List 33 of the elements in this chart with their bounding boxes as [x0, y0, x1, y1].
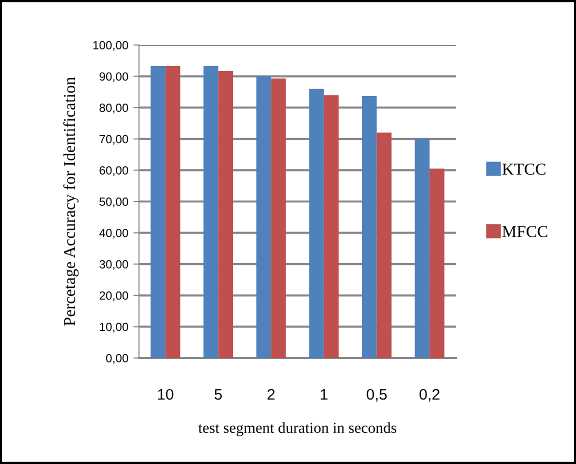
y-tick-label: 50,00 [100, 198, 128, 208]
y-tick-label: 40,00 [99, 228, 128, 239]
y-tick-label: 0,00 [106, 354, 128, 364]
y-tick-label: 100,00 [93, 41, 128, 51]
x-axis-title: test segment duration in seconds [198, 422, 396, 436]
y-tick-label: 20,00 [100, 291, 128, 302]
bar [218, 70, 234, 358]
legend-label: MFCC [502, 226, 548, 238]
y-tick-label: 90,00 [100, 72, 128, 82]
legend-label: KTCC [502, 164, 546, 175]
y-axis-title: Percetage Accuracy for Identification [63, 77, 79, 326]
bar [362, 96, 377, 358]
bar [376, 132, 392, 358]
y-tick-label: 70,00 [100, 134, 128, 145]
x-tick-label: 2 [268, 388, 275, 400]
x-tick-label: 0,5 [366, 388, 387, 402]
bar [430, 168, 444, 358]
bar [150, 66, 166, 358]
bar [324, 95, 339, 358]
x-tick-label: 1 [320, 389, 328, 400]
bar [414, 138, 430, 358]
y-tick-label: 60,00 [100, 166, 128, 176]
bar [309, 88, 324, 358]
bar [256, 76, 272, 358]
bar [165, 66, 180, 358]
bar [203, 66, 218, 358]
bar [271, 78, 286, 358]
y-tick-label: 10,00 [100, 322, 128, 332]
x-tick-label: 0,2 [420, 388, 440, 402]
y-tick-label: 30,00 [99, 260, 128, 270]
x-tick-label: 5 [214, 389, 222, 400]
x-tick-label: 10 [158, 388, 174, 400]
y-tick-label: 80,00 [100, 104, 128, 114]
